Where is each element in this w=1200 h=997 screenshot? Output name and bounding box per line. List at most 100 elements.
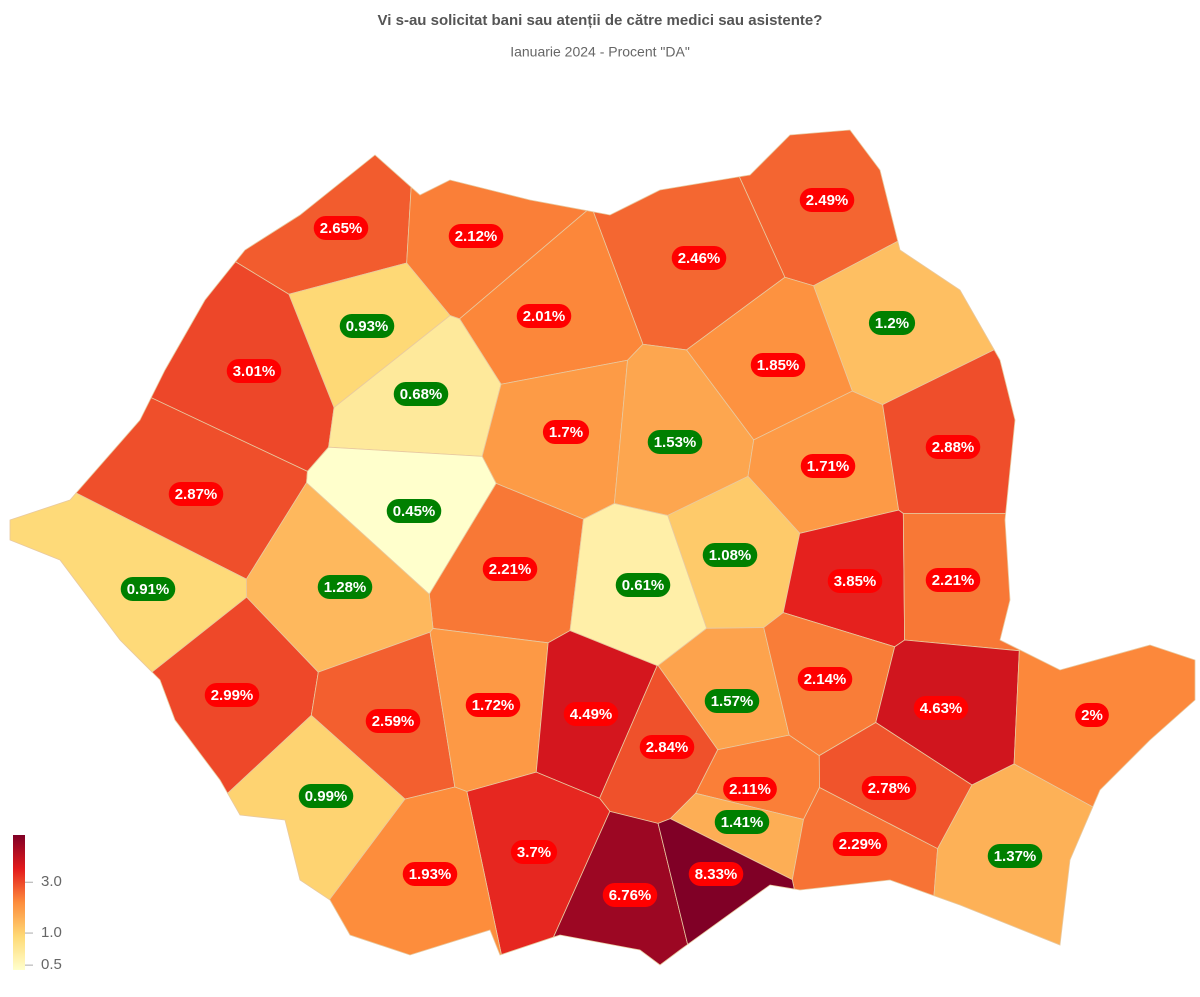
value-label-badge: 1.53%: [647, 430, 703, 454]
badge: [639, 735, 695, 759]
value-label: 1.2%: [875, 315, 909, 332]
value-label: 2.49%: [806, 192, 849, 209]
value-label: 6.76%: [609, 887, 652, 904]
colorbar-tick-label: 3.0: [41, 873, 62, 890]
badge: [465, 693, 521, 717]
badge: [602, 883, 658, 907]
value-label-badge: 1.71%: [800, 454, 856, 478]
value-label: 2.88%: [932, 439, 975, 456]
value-label-badge: 2.21%: [482, 557, 538, 581]
value-label: 2%: [1081, 707, 1103, 724]
value-label-badge: 2.11%: [723, 777, 777, 801]
badge: [1075, 703, 1109, 727]
value-label: 0.93%: [346, 318, 389, 335]
value-label: 2.99%: [211, 687, 254, 704]
value-label-badge: 2.65%: [313, 216, 369, 240]
value-label-badge: 0.61%: [615, 573, 671, 597]
value-label-badge: 2.01%: [516, 304, 572, 328]
value-label-badge: 0.93%: [339, 314, 395, 338]
value-label-badge: 1.72%: [465, 693, 521, 717]
value-label: 0.99%: [305, 788, 348, 805]
badge: [339, 314, 395, 338]
value-label: 0.45%: [393, 503, 436, 520]
colorbar-tick-label: 1.0: [41, 924, 62, 941]
value-label: 1.93%: [409, 866, 452, 883]
value-label: 1.72%: [472, 697, 515, 714]
value-label-badge: 4.49%: [563, 702, 619, 726]
badge: [615, 573, 671, 597]
badge: [226, 359, 282, 383]
badge: [832, 832, 888, 856]
value-label-badge: 4.63%: [913, 696, 969, 720]
chart-title: Vi s-au solicitat bani sau atenții de că…: [378, 12, 823, 29]
map: [9, 129, 1196, 966]
value-label: 2.84%: [646, 739, 689, 756]
value-label-badge: 0.68%: [393, 382, 449, 406]
badge: [723, 777, 777, 801]
value-label-badge: 1.41%: [714, 810, 770, 834]
value-label-badge: 0.99%: [298, 784, 354, 808]
value-label: 2.29%: [839, 836, 882, 853]
value-label: 1.53%: [654, 434, 697, 451]
badge: [671, 246, 727, 270]
badge: [482, 557, 538, 581]
value-label-badge: 2.88%: [925, 435, 981, 459]
value-label-badge: 1.08%: [702, 543, 758, 567]
value-label: 2.59%: [372, 713, 415, 730]
value-label: 1.37%: [994, 848, 1037, 865]
value-label: 0.91%: [127, 581, 170, 598]
value-label-badge: 0.45%: [386, 499, 442, 523]
badge: [448, 224, 504, 248]
value-label: 2.21%: [932, 572, 975, 589]
value-label: 1.08%: [709, 547, 752, 564]
value-label: 1.57%: [711, 693, 754, 710]
value-label-badge: 2.87%: [168, 482, 224, 506]
value-label-badge: 2.59%: [365, 709, 421, 733]
badge: [925, 568, 981, 592]
value-label: 1.71%: [807, 458, 850, 475]
value-label-badge: 3.85%: [827, 569, 883, 593]
value-label: 1.28%: [324, 579, 367, 596]
value-label-badge: 3.7%: [510, 840, 558, 864]
value-label-badge: 1.28%: [317, 575, 373, 599]
badge: [168, 482, 224, 506]
county: [1013, 644, 1196, 808]
value-label: 3.85%: [834, 573, 877, 590]
value-label: 4.49%: [570, 706, 613, 723]
value-label-badge: 6.76%: [602, 883, 658, 907]
colorbar: [13, 835, 25, 970]
badge: [861, 776, 917, 800]
value-label-badge: 1.7%: [542, 420, 590, 444]
colorbar-tick-label: 0.5: [41, 956, 62, 973]
badge: [704, 689, 760, 713]
value-label: 2.65%: [320, 220, 363, 237]
value-label: 1.85%: [757, 357, 800, 374]
badge: [925, 435, 981, 459]
labels: 2.65% 2.12% 2.49% 2.46% 0.93% 2.01% 1.2% 3.01% 0…: [120, 188, 1109, 907]
badge: [386, 499, 442, 523]
value-label-badge: 1.2%: [868, 311, 916, 335]
badge: [317, 575, 373, 599]
badge: [800, 454, 856, 478]
badge: [750, 353, 806, 377]
value-label-badge: 2.99%: [204, 683, 260, 707]
badge: [402, 862, 458, 886]
value-label-badge: 1.85%: [750, 353, 806, 377]
badge: [393, 382, 449, 406]
value-label-badge: 2.29%: [832, 832, 888, 856]
badge: [987, 844, 1043, 868]
badge: [313, 216, 369, 240]
value-label-badge: 8.33%: [688, 862, 744, 886]
badge: [913, 696, 969, 720]
value-label: 2.14%: [804, 671, 847, 688]
value-label-badge: 1.93%: [402, 862, 458, 886]
badge: [827, 569, 883, 593]
badge: [542, 420, 590, 444]
value-label-badge: 3.01%: [226, 359, 282, 383]
value-label-badge: 2.46%: [671, 246, 727, 270]
value-label-badge: 2%: [1075, 703, 1109, 727]
value-label: 1.7%: [549, 424, 583, 441]
value-label: 2.12%: [455, 228, 498, 245]
